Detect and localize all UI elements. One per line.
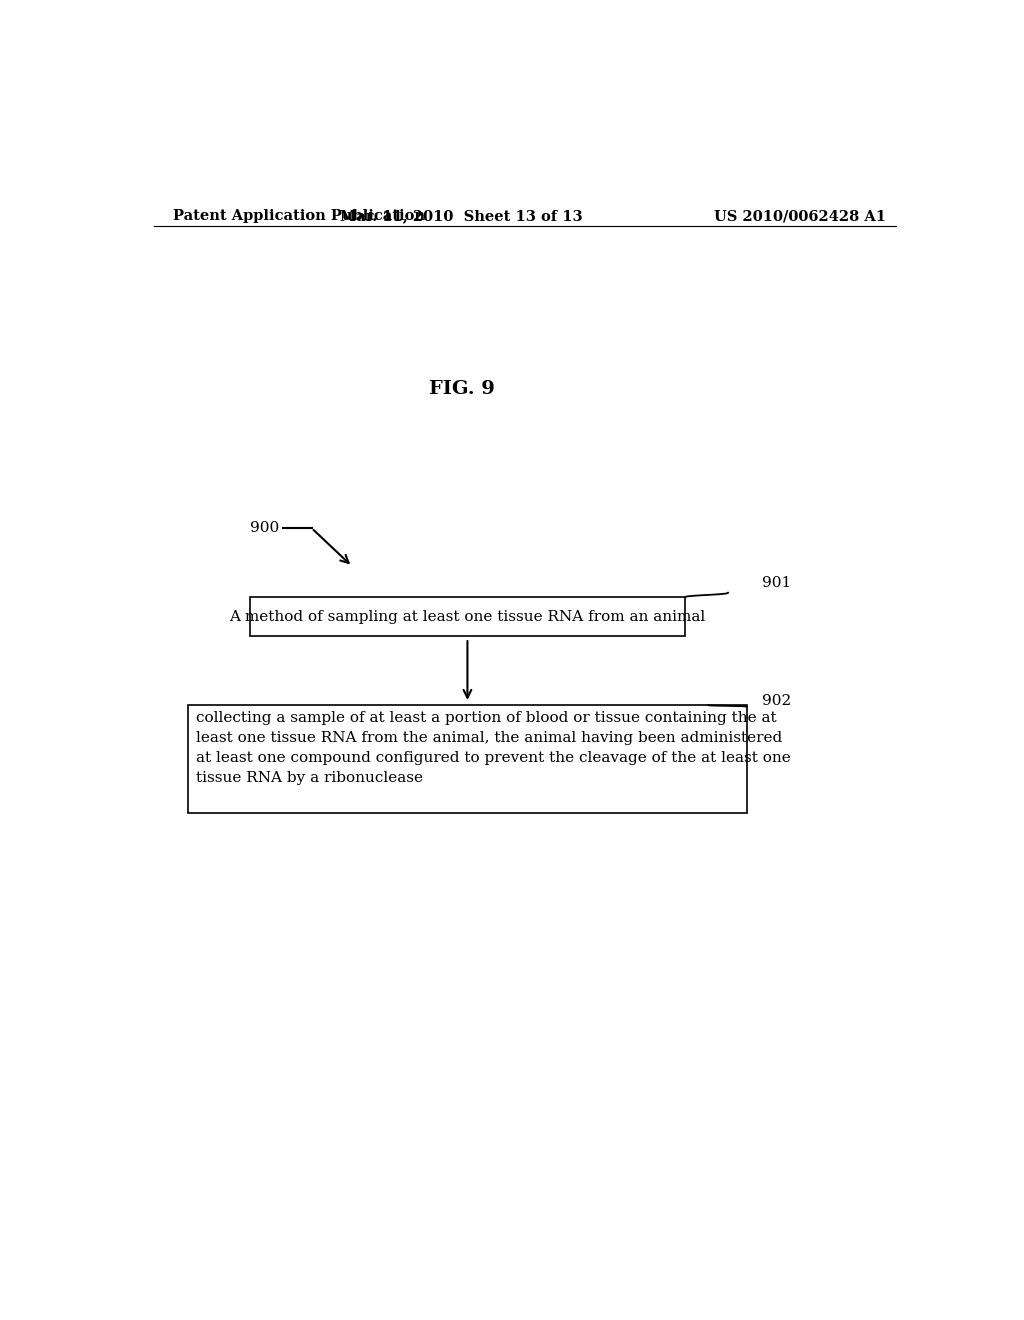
Text: 902: 902 [762,694,792,709]
Bar [250,598,685,636]
Text: 900: 900 [250,521,280,535]
Text: 901: 901 [762,577,792,590]
Bar [188,705,746,813]
Text: A method of sampling at least one tissue RNA from an animal: A method of sampling at least one tissue… [229,610,706,623]
Text: collecting a sample of at least a portion of blood or tissue containing the at
l: collecting a sample of at least a portio… [196,711,791,785]
Text: Mar. 11, 2010  Sheet 13 of 13: Mar. 11, 2010 Sheet 13 of 13 [340,209,583,223]
Text: Patent Application Publication: Patent Application Publication [173,209,425,223]
Text: FIG. 9: FIG. 9 [429,380,495,399]
Text: US 2010/0062428 A1: US 2010/0062428 A1 [715,209,887,223]
